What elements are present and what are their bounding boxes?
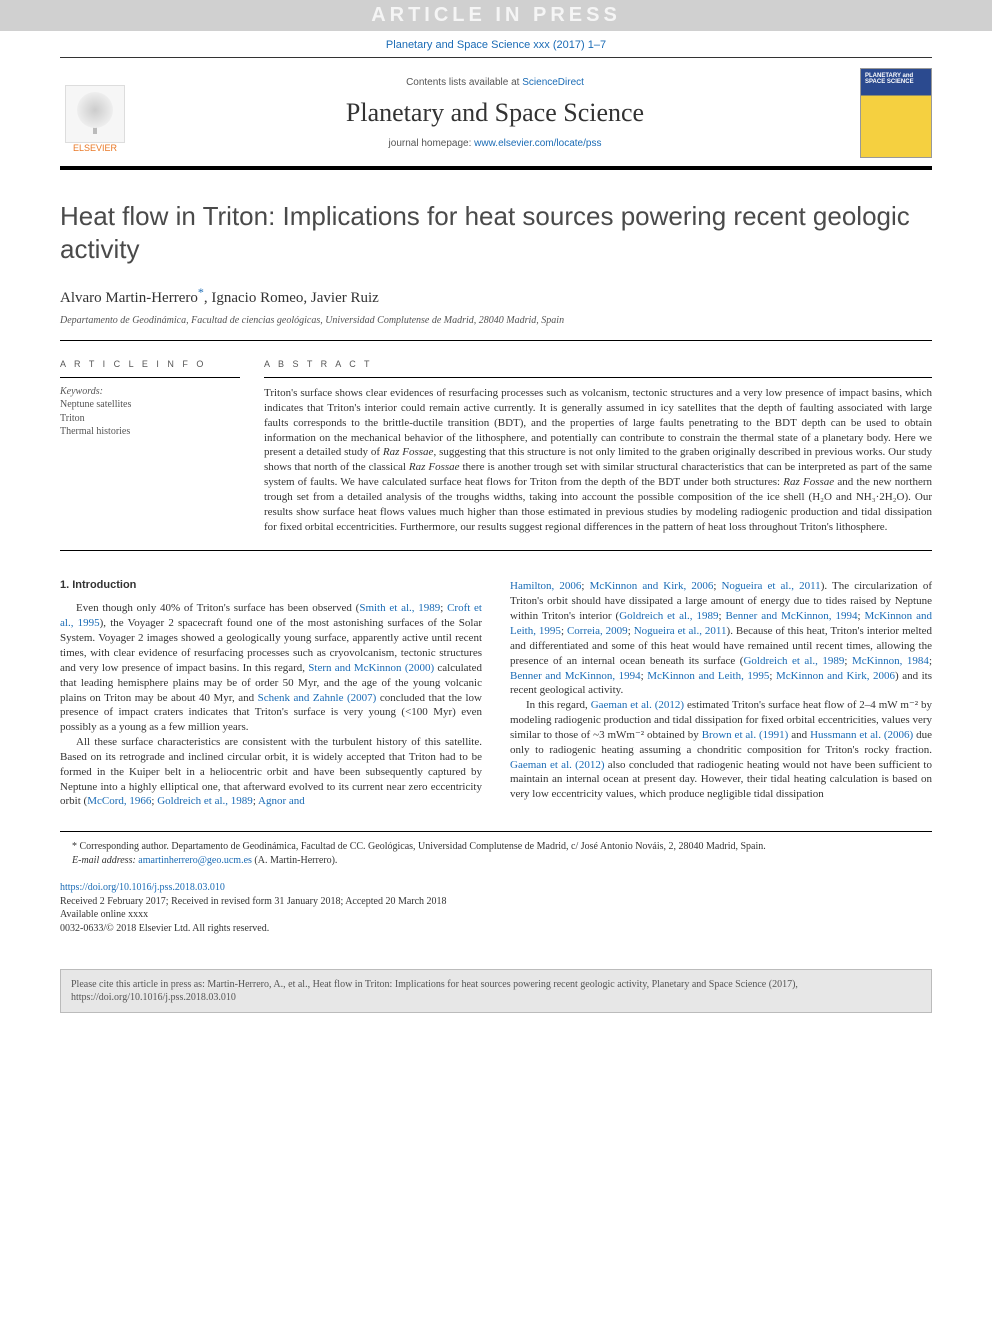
keywords-header: Keywords: [60, 386, 240, 397]
contents-line: Contents lists available at ScienceDirec… [146, 77, 844, 88]
intro-p2: All these surface characteristics are co… [60, 735, 482, 809]
citation-link[interactable]: Goldreich et al., 1989 [743, 655, 844, 667]
citation-link[interactable]: McCord, 1966 [87, 795, 151, 807]
journal-name: Planetary and Space Science [146, 98, 844, 128]
citation-link[interactable]: Stern and McKinnon (2000) [308, 662, 434, 674]
body-columns: 1. Introduction Even though only 40% of … [60, 579, 932, 809]
citation-link[interactable]: Gaeman et al. (2012) [591, 699, 684, 711]
email-line: E-mail address: amartinherrero@geo.ucm.e… [60, 854, 932, 868]
rule-mid-1 [60, 340, 932, 341]
citation-link[interactable]: Goldreich et al., 1989 [619, 610, 718, 622]
authors-rest: , Ignacio Romeo, Javier Ruiz [204, 290, 379, 306]
intro-p1: Even though only 40% of Triton's surface… [60, 601, 482, 735]
citation-link[interactable]: Hamilton, 2006 [510, 580, 581, 592]
elsevier-wordmark: ELSEVIER [73, 143, 117, 153]
citation-link[interactable]: Schenk and Zahnle (2007) [258, 692, 377, 704]
citation-link[interactable]: Smith et al., 1989 [359, 602, 440, 614]
elsevier-tree-icon [65, 85, 125, 143]
author-1[interactable]: Alvaro Martin-Herrero [60, 290, 198, 306]
homepage-link[interactable]: www.elsevier.com/locate/pss [474, 138, 601, 149]
contents-prefix: Contents lists available at [406, 77, 522, 88]
intro-p4: In this regard, Gaeman et al. (2012) est… [510, 698, 932, 802]
citation-link[interactable]: Correia, 2009 [567, 625, 628, 637]
keyword: Neptune satellites [60, 398, 240, 412]
abstract-text: Triton's surface shows clear evidences o… [264, 386, 932, 534]
citation-link[interactable]: Brown et al. (1991) [702, 729, 789, 741]
article-info-col: A R T I C L E I N F O Keywords: Neptune … [60, 359, 240, 534]
section-1-heading: 1. Introduction [60, 579, 482, 591]
header-citation: Planetary and Space Science xxx (2017) 1… [0, 31, 992, 57]
abstract-rule [264, 377, 932, 378]
citation-link[interactable]: Nogueira et al., 2011 [634, 625, 727, 637]
citation-link[interactable]: McKinnon and Kirk, 2006 [590, 580, 714, 592]
affiliation: Departamento de Geodinámica, Facultad de… [60, 315, 932, 326]
column-left: 1. Introduction Even though only 40% of … [60, 579, 482, 809]
corresponding-author: * Corresponding author. Departamento de … [60, 840, 932, 854]
keywords-list: Neptune satellites Triton Thermal histor… [60, 398, 240, 439]
articleinfo-label: A R T I C L E I N F O [60, 359, 240, 369]
column-right: Hamilton, 2006; McKinnon and Kirk, 2006;… [510, 579, 932, 809]
homepage-prefix: journal homepage: [389, 138, 475, 149]
journal-cover-thumbnail[interactable]: PLANETARY and SPACE SCIENCE [860, 68, 932, 158]
elsevier-logo[interactable]: ELSEVIER [60, 73, 130, 153]
article-in-press-bar: ARTICLE IN PRESS [0, 0, 992, 31]
abstract-col: A B S T R A C T Triton's surface shows c… [264, 359, 932, 534]
doi-block: https://doi.org/10.1016/j.pss.2018.03.01… [60, 881, 932, 935]
header-center: Contents lists available at ScienceDirec… [146, 77, 844, 149]
article-body: Heat flow in Triton: Implications for he… [0, 170, 992, 955]
article-title: Heat flow in Triton: Implications for he… [60, 200, 932, 265]
citation-link[interactable]: Nogueira et al., 2011 [721, 580, 820, 592]
email-link[interactable]: amartinherrero@geo.ucm.es [138, 855, 252, 866]
please-cite-box: Please cite this article in press as: Ma… [60, 969, 932, 1013]
citation-link[interactable]: McKinnon, 1984 [852, 655, 929, 667]
info-rule [60, 377, 240, 378]
citation-link[interactable]: Benner and McKinnon, 1994 [726, 610, 858, 622]
citation-link[interactable]: Agnor and [258, 795, 305, 807]
sciencedirect-link[interactable]: ScienceDirect [522, 77, 584, 88]
keyword: Thermal histories [60, 425, 240, 439]
citation-link[interactable]: Hussmann et al. (2006) [810, 729, 913, 741]
copyright: 0032-0633/© 2018 Elsevier Ltd. All right… [60, 922, 932, 936]
citation-link[interactable]: Goldreich et al., 1989 [157, 795, 253, 807]
citation-link[interactable]: Benner and McKinnon, 1994 [510, 670, 641, 682]
keyword: Triton [60, 412, 240, 426]
cover-title: PLANETARY and SPACE SCIENCE [865, 73, 914, 85]
rule-mid-2 [60, 550, 932, 551]
homepage-line: journal homepage: www.elsevier.com/locat… [146, 138, 844, 149]
article-history: Received 2 February 2017; Received in re… [60, 895, 932, 909]
abstract-label: A B S T R A C T [264, 359, 932, 369]
journal-header: ELSEVIER Contents lists available at Sci… [0, 58, 992, 166]
doi-link[interactable]: https://doi.org/10.1016/j.pss.2018.03.01… [60, 881, 932, 895]
citation-link[interactable]: McKinnon and Leith, 1995 [647, 670, 769, 682]
citation-link[interactable]: McKinnon and Kirk, 2006 [776, 670, 895, 682]
email-label: E-mail address: [72, 855, 138, 866]
footnotes: * Corresponding author. Departamento de … [60, 831, 932, 867]
citation-link[interactable]: Gaeman et al. (2012) [510, 759, 605, 771]
intro-p3: Hamilton, 2006; McKinnon and Kirk, 2006;… [510, 579, 932, 698]
available-online: Available online xxxx [60, 908, 932, 922]
info-abstract-row: A R T I C L E I N F O Keywords: Neptune … [60, 359, 932, 534]
author-list: Alvaro Martin-Herrero*, Ignacio Romeo, J… [60, 285, 932, 307]
email-suffix: (A. Martin-Herrero). [252, 855, 338, 866]
